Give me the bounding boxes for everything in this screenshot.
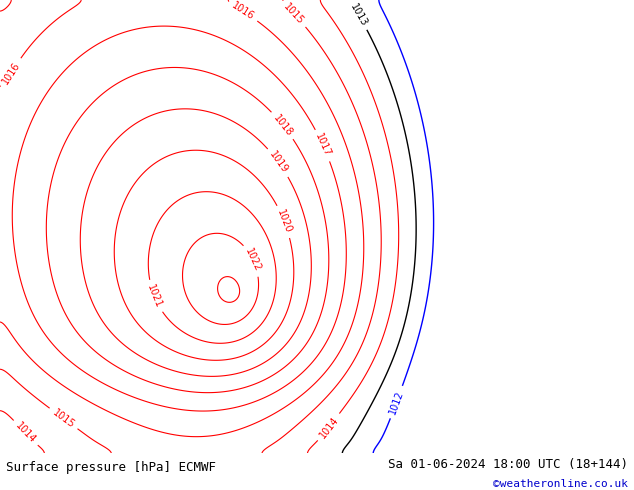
Text: 1015: 1015 [282, 1, 306, 26]
Text: 1016: 1016 [1, 60, 22, 86]
Text: 1021: 1021 [145, 283, 164, 310]
Text: 1019: 1019 [268, 149, 290, 175]
Text: 1018: 1018 [271, 113, 294, 138]
Text: 1012: 1012 [387, 389, 405, 416]
Text: ©weatheronline.co.uk: ©weatheronline.co.uk [493, 480, 628, 490]
Text: 1014: 1014 [13, 421, 37, 445]
Text: 1020: 1020 [275, 208, 294, 235]
Text: 1022: 1022 [243, 247, 263, 273]
Text: Surface pressure [hPa] ECMWF: Surface pressure [hPa] ECMWF [6, 462, 216, 474]
Text: 1015: 1015 [51, 407, 77, 430]
Text: 1013: 1013 [348, 1, 369, 28]
Text: 1017: 1017 [313, 132, 333, 159]
Text: Sa 01-06-2024 18:00 UTC (18+144): Sa 01-06-2024 18:00 UTC (18+144) [387, 458, 628, 471]
Text: 1014: 1014 [317, 415, 340, 440]
Text: 1016: 1016 [230, 0, 256, 22]
